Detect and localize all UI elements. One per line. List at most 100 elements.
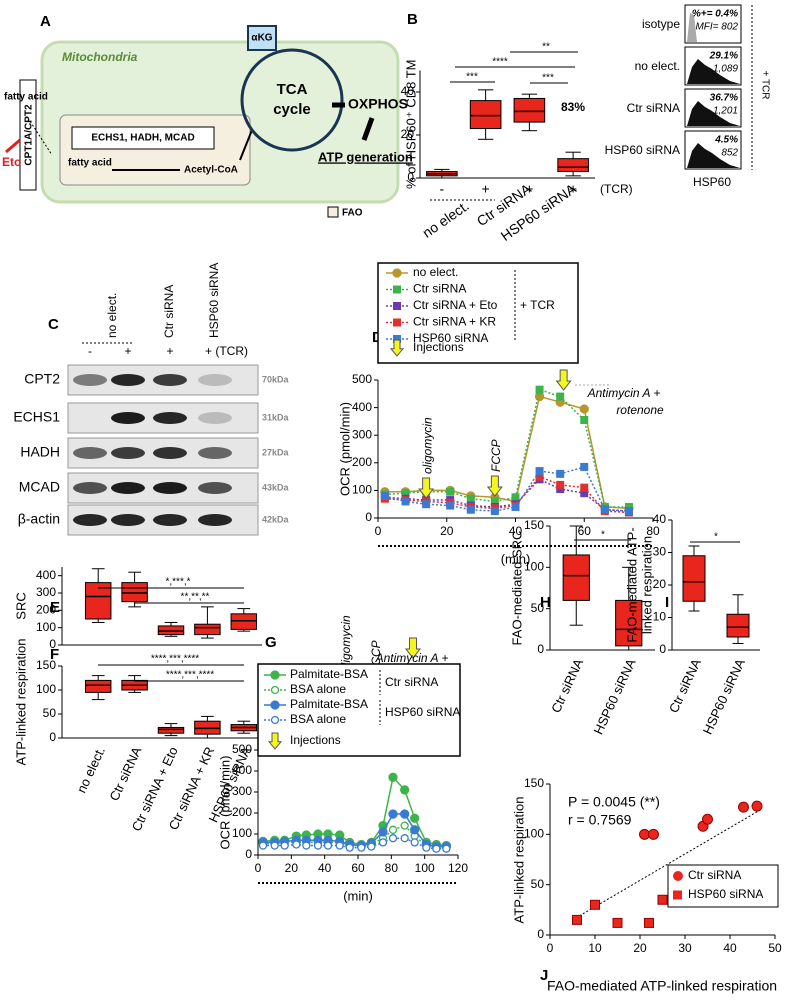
- x-axis-label: (min): [501, 551, 531, 566]
- marker: [410, 825, 420, 835]
- y-tick-label: 30: [653, 545, 667, 559]
- marker: [357, 843, 366, 852]
- box: [562, 554, 590, 601]
- marker: [442, 844, 451, 853]
- legend-label: Ctr siRNA: [688, 868, 741, 882]
- x-tick-label: +: [525, 181, 533, 197]
- injection-label: Antimycin A +: [375, 651, 449, 665]
- legend-label: HSP60 siRNA: [413, 331, 488, 345]
- y-tick-label: 50: [531, 601, 545, 615]
- y-axis-label: OCR (pmol/min): [337, 402, 352, 496]
- x-tick-label: 100: [415, 861, 435, 875]
- y-tick-label: 20: [653, 577, 667, 591]
- legend-label: Injections: [290, 733, 341, 747]
- percent-label: 29.1%: [709, 51, 738, 62]
- percent-label: %+= 0.4%: [692, 9, 738, 20]
- size-label: 31kDa: [262, 412, 290, 422]
- panel-letter: A: [40, 13, 51, 30]
- x-tick-label: 0: [255, 861, 262, 875]
- enzyme-box: [71, 126, 215, 150]
- fatty-acid-outside: fatty acid: [4, 92, 48, 103]
- y-axis-label: % of HSP60⁺ CD8 TM: [403, 60, 418, 189]
- legend-label: Ctr siRNA + Eto: [413, 298, 498, 312]
- legend-note: + TCR: [520, 298, 555, 312]
- marker: [393, 335, 401, 343]
- band: [153, 482, 187, 494]
- y-tick-label: 40: [653, 512, 667, 526]
- box: [615, 599, 643, 647]
- marker: [422, 500, 431, 509]
- x-tick-label: 20: [285, 861, 299, 875]
- marker: [446, 487, 455, 496]
- x-tick-label: Ctr siRNA: [106, 744, 144, 803]
- box: [157, 726, 185, 734]
- band: [73, 482, 107, 494]
- point: [657, 894, 668, 905]
- column-label: Ctr siRNA: [162, 285, 176, 338]
- band: [111, 374, 145, 386]
- y-axis-label: ATP-linked respiration: [511, 797, 526, 924]
- band: [198, 482, 232, 494]
- marker: [335, 841, 344, 850]
- marker: [388, 772, 398, 782]
- x-tick-label: 40: [723, 941, 737, 955]
- size-label: 70kDa: [262, 374, 290, 384]
- protein-label: CPT2: [24, 371, 60, 387]
- x-tick-label: +: [482, 181, 490, 197]
- marker: [401, 489, 410, 498]
- y-tick-label: 100: [36, 682, 56, 696]
- y-tick-label: 200: [352, 455, 372, 469]
- marker: [345, 843, 354, 852]
- legend-label: BSA alone: [290, 682, 346, 696]
- point: [702, 813, 713, 825]
- y-tick-label: 300: [232, 784, 252, 798]
- injection-label: rotenone: [616, 403, 664, 417]
- marker: [388, 834, 398, 843]
- x-tick-label: 60: [578, 524, 592, 538]
- x-tick-label: 0: [375, 524, 382, 538]
- injection-label: Antimycin A +: [587, 386, 661, 400]
- mfi-label: 852: [721, 148, 738, 159]
- y-tick-label: 50: [43, 706, 57, 720]
- legend-label: Injections: [413, 340, 464, 354]
- annotation: **,**,**: [181, 592, 210, 603]
- marker: [624, 502, 633, 511]
- marker: [535, 472, 544, 481]
- annotation: ****,***,****: [151, 654, 199, 665]
- marker: [280, 841, 289, 850]
- y-axis-label: OCR (pmol/min): [217, 756, 232, 850]
- marker: [270, 685, 280, 695]
- y-tick-label: 100: [524, 560, 544, 574]
- row-label: Ctr siRNA: [627, 101, 680, 115]
- y-tick-label: 100: [232, 826, 252, 840]
- row-label: no elect.: [635, 59, 680, 73]
- annotation: ****,***,****: [166, 670, 214, 681]
- enzymes-label: ECHS1, HADH, MCAD: [91, 133, 194, 144]
- injection-arrow: [404, 637, 422, 659]
- band: [111, 412, 145, 424]
- marker: [490, 497, 499, 506]
- annotation: *: [601, 530, 605, 541]
- y-tick-label: 200: [36, 603, 56, 617]
- legend-group: HSP60 siRNA: [385, 705, 460, 719]
- y-tick-label: 400: [232, 763, 252, 777]
- box: [84, 582, 112, 620]
- marker: [302, 841, 311, 850]
- point: [648, 828, 659, 840]
- box: [513, 97, 546, 123]
- x-axis-label: FAO-mediated ATP-linked respiration: [547, 978, 777, 994]
- condition-label: + TCR: [759, 71, 770, 100]
- annotation: ***: [542, 73, 554, 84]
- point: [738, 801, 749, 813]
- legend-marker: [673, 890, 682, 900]
- marker: [367, 842, 376, 851]
- protein-label: β-actin: [18, 511, 60, 527]
- histogram: [687, 143, 740, 168]
- x-tick-label: +: [569, 181, 577, 197]
- marker: [270, 700, 280, 710]
- marker: [400, 821, 409, 830]
- marker: [556, 480, 565, 489]
- band: [111, 482, 145, 494]
- transporter-label: CPT1A/CPT2: [24, 104, 35, 166]
